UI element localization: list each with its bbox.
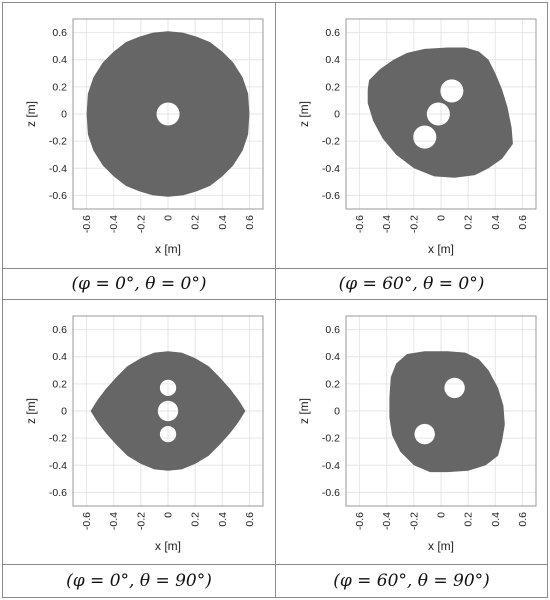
x-tick-label: 0.4 bbox=[217, 512, 229, 527]
x-tick-label: -0.6 bbox=[81, 215, 93, 233]
y-tick-label: 0 bbox=[334, 406, 340, 418]
y-tick-label: 0.6 bbox=[325, 324, 340, 336]
x-tick-label: -0.2 bbox=[135, 215, 147, 233]
y-tick-label: 0 bbox=[61, 406, 67, 418]
y-tick-label: 0 bbox=[334, 109, 340, 121]
y-tick-label: -0.2 bbox=[49, 136, 67, 148]
caption-bottom-left: (φ = 0°, θ = 90°) bbox=[66, 571, 212, 591]
x-axis-label: x [m] bbox=[428, 242, 454, 256]
frame-middle-vertical bbox=[275, 2, 276, 598]
y-tick-label: -0.4 bbox=[49, 163, 67, 175]
x-tick-label: 0.4 bbox=[490, 215, 502, 230]
x-tick-label: 0.2 bbox=[190, 512, 202, 527]
panel-bottom-right: -0.6 -0.4 -0.2 0 0.2 0.4 0.6 -0.6 -0.4 -0.2 0 0.2 0.… bbox=[276, 300, 547, 564]
x-tick-label: -0.6 bbox=[81, 512, 93, 530]
y-tick-label: -0.6 bbox=[322, 190, 340, 202]
y-axis-label: z [m] bbox=[24, 398, 38, 424]
frame-row2-caption-top bbox=[2, 564, 548, 565]
region-mask bbox=[389, 351, 505, 473]
y-tick-label: -0.4 bbox=[49, 460, 67, 472]
x-tick-label: 0.6 bbox=[517, 512, 529, 527]
x-axis-label: x [m] bbox=[428, 539, 454, 553]
frame-row1-caption-bottom bbox=[2, 299, 548, 300]
y-tick-label: 0.4 bbox=[325, 54, 340, 66]
y-tick-label: 0.6 bbox=[52, 27, 67, 39]
y-tick-label: 0.6 bbox=[52, 324, 67, 336]
x-tick-label: 0.2 bbox=[463, 512, 475, 527]
chart-bottom-left: -0.6 -0.4 -0.2 0 0.2 0.4 0.6 -0.6 -0.4 -0.2 0 0.2 0.… bbox=[24, 315, 264, 553]
axes-box bbox=[345, 18, 537, 210]
y-tick-label: 0 bbox=[61, 109, 67, 121]
y-tick-label: 0.2 bbox=[325, 378, 340, 390]
y-tick-label: 0.4 bbox=[325, 351, 340, 363]
chart-top-right: -0.6 -0.4 -0.2 0 0.2 0.4 0.6 -0.6 -0.4 -0.2 0 0.2 0.… bbox=[297, 18, 537, 256]
panel-top-left: -0.6 -0.4 -0.2 0 0.2 0.4 0.6 -0.6 -0.4 -0.2 0 0.2 0.… bbox=[3, 3, 275, 268]
y-tick-label: -0.2 bbox=[322, 136, 340, 148]
x-tick-label: -0.4 bbox=[108, 215, 120, 233]
y-tick-label: -0.6 bbox=[49, 190, 67, 202]
x-tick-label: -0.2 bbox=[408, 512, 420, 530]
x-tick-label: -0.4 bbox=[108, 512, 120, 530]
y-tick-label: -0.6 bbox=[322, 487, 340, 499]
y-tick-label: 0.2 bbox=[325, 81, 340, 93]
x-tick-label: 0 bbox=[163, 215, 175, 221]
caption-top-left: (φ = 0°, θ = 0°) bbox=[71, 274, 207, 294]
x-tick-label: 0.4 bbox=[217, 215, 229, 230]
frame-right bbox=[547, 2, 548, 598]
panel-bottom-left: -0.6 -0.4 -0.2 0 0.2 0.4 0.6 -0.6 -0.4 -0.2 0 0.2 0.… bbox=[3, 300, 275, 564]
caption-bottom-right: (φ = 60°, θ = 90°) bbox=[333, 571, 490, 591]
y-tick-label: -0.6 bbox=[49, 487, 67, 499]
frame-row1-caption-top bbox=[2, 268, 548, 269]
x-tick-label: 0.2 bbox=[463, 215, 475, 230]
y-tick-label: -0.4 bbox=[322, 163, 340, 175]
y-tick-label: 0.4 bbox=[52, 54, 67, 66]
x-axis-label: x [m] bbox=[155, 539, 181, 553]
x-tick-label: -0.4 bbox=[381, 512, 393, 530]
chart-bottom-right: -0.6 -0.4 -0.2 0 0.2 0.4 0.6 -0.6 -0.4 -0.2 0 0.2 0.… bbox=[297, 315, 537, 553]
y-axis-label: z [m] bbox=[297, 398, 311, 424]
axes-box bbox=[345, 315, 537, 507]
x-tick-label: -0.2 bbox=[408, 215, 420, 233]
caption-top-right: (φ = 60°, θ = 0°) bbox=[338, 274, 485, 294]
x-tick-label: 0.4 bbox=[490, 512, 502, 527]
region-mask bbox=[367, 47, 513, 178]
y-tick-label: 0.6 bbox=[325, 27, 340, 39]
y-axis-label: z [m] bbox=[24, 101, 38, 127]
x-tick-label: -0.4 bbox=[381, 215, 393, 233]
axes-box bbox=[72, 18, 264, 210]
panel-top-right: -0.6 -0.4 -0.2 0 0.2 0.4 0.6 -0.6 -0.4 -0.2 0 0.2 0.… bbox=[276, 3, 547, 268]
x-tick-label: -0.2 bbox=[135, 512, 147, 530]
y-axis-label: z [m] bbox=[297, 101, 311, 127]
x-tick-label: 0.2 bbox=[190, 215, 202, 230]
chart-top-left: -0.6 -0.4 -0.2 0 0.2 0.4 0.6 -0.6 -0.4 -0.2 0 0.2 0.… bbox=[24, 18, 264, 256]
x-tick-label: -0.6 bbox=[354, 512, 366, 530]
axes-box bbox=[72, 315, 264, 507]
x-tick-label: -0.6 bbox=[354, 215, 366, 233]
x-tick-label: 0.6 bbox=[517, 215, 529, 230]
x-tick-label: 0.6 bbox=[244, 512, 256, 527]
region-mask bbox=[86, 31, 250, 197]
y-tick-label: 0.2 bbox=[52, 81, 67, 93]
region-mask bbox=[90, 351, 246, 471]
y-tick-label: 0.4 bbox=[52, 351, 67, 363]
x-tick-label: 0 bbox=[436, 215, 448, 221]
x-tick-label: 0 bbox=[163, 512, 175, 518]
x-axis-label: x [m] bbox=[155, 242, 181, 256]
frame-left bbox=[2, 2, 3, 598]
x-tick-label: 0 bbox=[436, 512, 448, 518]
y-tick-label: -0.2 bbox=[49, 433, 67, 445]
y-tick-label: 0.2 bbox=[52, 378, 67, 390]
x-tick-label: 0.6 bbox=[244, 215, 256, 230]
y-tick-label: -0.2 bbox=[322, 433, 340, 445]
y-tick-label: -0.4 bbox=[322, 460, 340, 472]
